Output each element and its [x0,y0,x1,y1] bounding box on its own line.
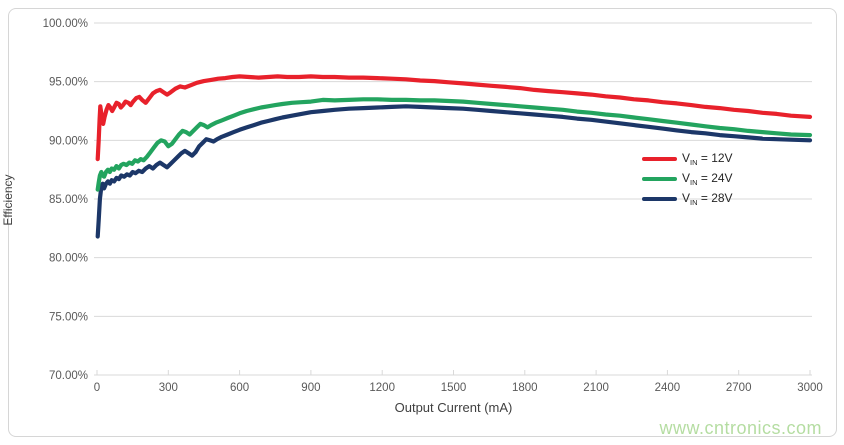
x-tick-label-2700: 2700 [726,382,752,394]
y-tick-label-70: 70.00% [49,370,88,382]
y-tick-label-85: 85.00% [49,194,88,206]
series-line-vin-28v [95,104,813,239]
x-tick-label-3000: 3000 [797,382,823,394]
legend-label-vin-28v: VIN = 28V [682,191,733,207]
legend-label-subscript: IN [690,198,698,207]
legend-swatch-vin-28v [642,196,677,202]
x-tick-label-300: 300 [159,382,178,394]
x-tick-label-0: 0 [94,382,100,394]
series-line-vin-24v [95,97,813,192]
series-line-vin-12v [95,74,813,162]
x-tick-label-1500: 1500 [441,382,467,394]
legend-label-subscript: IN [690,178,698,187]
x-tick-label-1200: 1200 [369,382,395,394]
legend-item-vin-12v: VIN = 12V [642,149,733,169]
legend-label-main: V [682,151,691,165]
x-tick-label-1800: 1800 [512,382,538,394]
legend-swatch-vin-24v [642,176,677,182]
y-tick-label-80: 80.00% [49,253,88,265]
legend-swatch-vin-12v [642,156,677,162]
y-tick-label-100: 100.00% [43,18,88,30]
x-axis-title: Output Current (mA) [394,400,513,415]
y-tick-label-95: 95.00% [49,77,88,89]
legend-item-vin-28v: VIN = 28V [642,189,733,209]
y-axis-title: Efficiency [1,174,15,226]
legend-label-subscript: IN [690,158,698,167]
x-tick-label-900: 900 [301,382,320,394]
legend-label-rest: = 24V [697,171,733,185]
legend-label-main: V [682,171,691,185]
legend: VIN = 12V VIN = 24V VIN = 28V [642,149,733,209]
legend-label-rest: = 12V [697,151,733,165]
legend-item-vin-24v: VIN = 24V [642,169,733,189]
y-tick-label-75: 75.00% [49,311,88,323]
legend-label-vin-24v: VIN = 24V [682,171,733,187]
watermark: www.cntronics.com [659,418,822,438]
legend-label-rest: = 28V [697,191,733,205]
x-tick-label-2100: 2100 [583,382,609,394]
legend-label-main: V [682,191,691,205]
y-tick-label-90: 90.00% [49,135,88,147]
x-tick-label-2400: 2400 [655,382,681,394]
x-tick-label-600: 600 [230,382,249,394]
legend-label-vin-12v: VIN = 12V [682,151,733,167]
